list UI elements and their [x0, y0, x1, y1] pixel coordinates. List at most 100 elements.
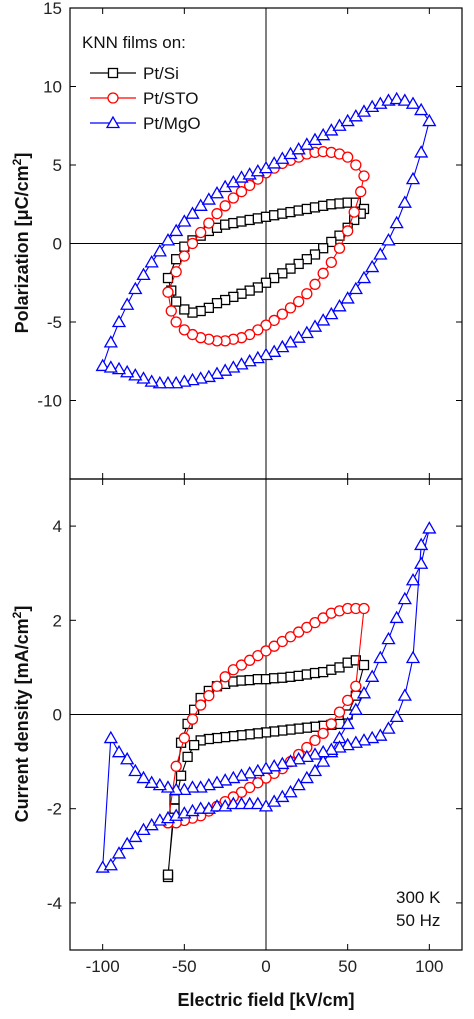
polarization-data-point — [342, 225, 354, 237]
legend-label: Pt/STO — [143, 89, 198, 108]
current-density-data-point — [356, 685, 372, 699]
current-density-data-point — [235, 659, 248, 671]
current-density-data-point — [244, 654, 256, 666]
polarization-data-point — [162, 286, 174, 298]
polarization-data-point — [193, 198, 208, 211]
polarization-data-point — [373, 247, 388, 260]
polarization-data-point — [203, 217, 215, 229]
polarization-series-pt-mgo — [95, 91, 437, 389]
legend-label: Pt/MgO — [143, 114, 201, 133]
polarization-data-point — [177, 214, 192, 227]
polarization-data-point — [268, 314, 280, 327]
current-density-data-point — [195, 699, 207, 711]
polarization-data-point — [397, 195, 412, 208]
current-density-data-point — [348, 702, 363, 715]
current-density-data-point — [301, 621, 313, 634]
current-density-series-pt-mgo — [95, 521, 437, 873]
current-density-data-point — [283, 754, 298, 767]
polarization-data-point — [234, 357, 249, 370]
current-density-ticks: -4 -2 0 2 4 -100 -50 0 50 100 — [47, 479, 462, 976]
polarization-data-point — [120, 297, 135, 310]
polarization-data-point — [342, 151, 354, 163]
current-density-data-point — [250, 796, 265, 810]
current-density-data-point — [365, 730, 380, 744]
current-density-data-point — [244, 781, 256, 794]
polarization-data-point — [209, 366, 225, 379]
polarization-data-point — [405, 96, 421, 109]
polarization-data-point — [179, 304, 190, 315]
polarization-y-tick-label: -10 — [37, 392, 62, 411]
current-density-data-point — [356, 733, 372, 746]
current-density-data-point — [267, 758, 282, 772]
current-density-data-point — [203, 690, 215, 702]
current-density-data-point — [260, 645, 272, 657]
current-density-data-point — [201, 777, 216, 791]
polarization-data-point — [160, 233, 176, 246]
polarization-data-point — [307, 319, 323, 332]
polarization-y-tick-label: 10 — [43, 78, 62, 97]
polarization-data-point — [235, 186, 248, 198]
x-axis-title: Electric field [kV/cm] — [177, 990, 354, 1010]
polarization-data-point — [325, 256, 337, 268]
polarization-data-point — [195, 226, 207, 239]
polarization-y-tick-label: 0 — [53, 235, 62, 254]
polarization-y-tick-label: 15 — [43, 0, 62, 18]
legend-marker — [105, 115, 121, 129]
polarization-data-point — [348, 206, 360, 218]
x-tick-label: 100 — [415, 957, 443, 976]
current-density-data-point — [211, 680, 223, 692]
polarization-data-point — [162, 272, 174, 284]
current-density-y-tick-label: 2 — [53, 611, 62, 630]
polarization-data-point — [170, 316, 182, 328]
polarization-data-point — [95, 358, 110, 372]
polarization-data-point — [365, 259, 380, 273]
current-density-data-point — [250, 763, 265, 777]
polarization-data-point — [128, 281, 143, 295]
polarization-data-point — [209, 185, 225, 199]
current-density-series — [95, 521, 437, 883]
polarization-data-point — [348, 281, 363, 295]
polarization-series — [95, 91, 437, 389]
current-density-data-point — [373, 728, 388, 741]
current-density-data-point — [242, 766, 257, 779]
polarization-data-point — [193, 371, 208, 384]
current-density-data-point — [316, 744, 331, 758]
current-density-panel: -4 -2 0 2 4 -100 -50 0 50 100 300 K 50 Hz Current… — [10, 478, 463, 1010]
current-density-data-point — [309, 617, 321, 629]
polarization-data-point — [389, 91, 404, 105]
polarization-data-point — [186, 237, 199, 250]
current-density-data-point — [405, 572, 421, 586]
x-tick-label: -50 — [172, 957, 197, 976]
current-density-data-point — [397, 591, 412, 605]
current-density-data-point — [342, 694, 354, 707]
current-density-data-point — [252, 777, 264, 789]
current-density-data-point — [317, 727, 329, 739]
polarization-data-point — [226, 360, 241, 373]
current-density-data-point — [348, 735, 363, 748]
current-density-data-point — [422, 521, 437, 534]
current-density-data-point — [268, 640, 280, 652]
current-density-data-point — [333, 706, 346, 718]
polarization-data-point — [250, 350, 265, 364]
current-density-data-point — [128, 829, 143, 843]
polarization-data-point — [324, 306, 339, 320]
current-density-data-point — [324, 742, 339, 755]
polarization-data-point — [178, 250, 190, 262]
polarization-data-point — [316, 313, 331, 326]
current-density-data-point — [373, 650, 388, 664]
current-density-data-point — [175, 770, 187, 781]
current-density-data-point — [316, 754, 331, 767]
polarization-data-point — [165, 305, 177, 317]
polarization-data-point — [293, 295, 305, 308]
polarization-data-point — [326, 236, 337, 248]
legend-marker — [107, 92, 119, 104]
polarization-data-point — [103, 335, 118, 348]
polarization-data-point — [227, 192, 239, 204]
polarization-data-point — [186, 328, 199, 341]
polarization-data-point — [318, 243, 329, 254]
legend: KNN films on: Pt/Si Pt/STO Pt/MgO — [82, 33, 201, 133]
current-density-data-point — [405, 650, 421, 664]
current-density-data-point — [358, 659, 370, 671]
polarization-data-point — [252, 324, 264, 336]
polarization-data-point — [350, 159, 362, 171]
